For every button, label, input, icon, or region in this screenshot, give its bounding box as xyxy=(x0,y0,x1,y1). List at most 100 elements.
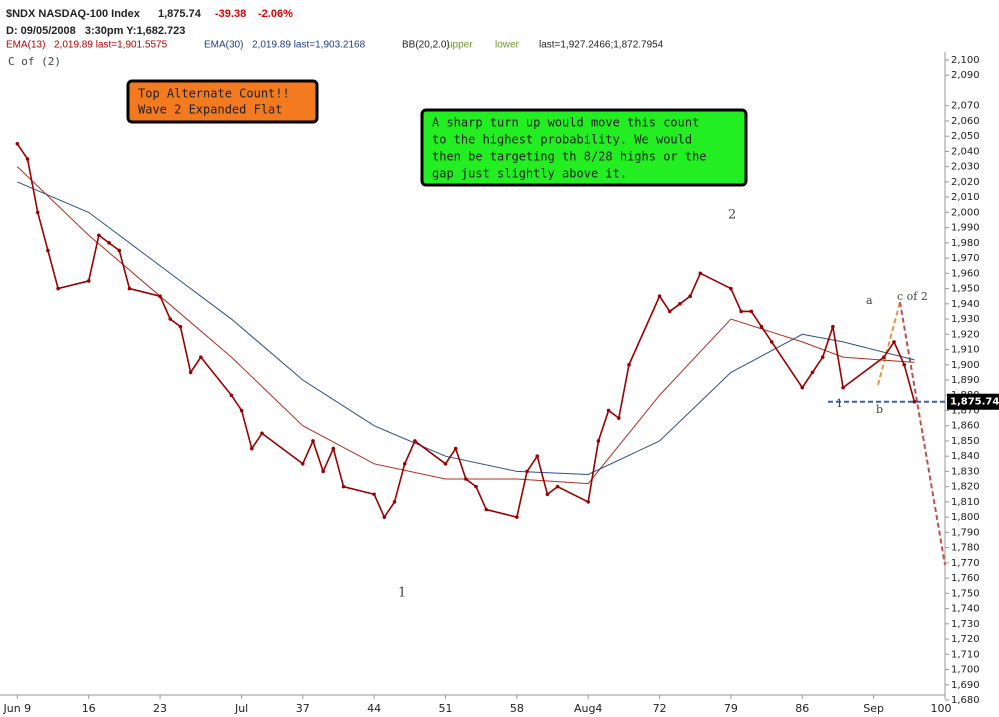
price-point xyxy=(35,210,40,215)
x-tick-label: 86 xyxy=(795,702,809,715)
price-point xyxy=(413,439,417,443)
y-tick-label: 1,780 xyxy=(951,543,980,554)
x-tick-label: 72 xyxy=(653,702,667,715)
price-point xyxy=(239,408,244,413)
price-point xyxy=(627,362,631,367)
indicator-legend: EMA(13) 2,019.89 last=1,901.5575 EMA(30) 2,… xyxy=(6,40,664,51)
note-line: gap just slightly above it. xyxy=(432,167,627,181)
y-tick-label: 1,950 xyxy=(951,284,980,295)
y-tick-label: 1,980 xyxy=(951,238,980,249)
price-point xyxy=(820,355,825,359)
subtitle: D: 09/05/2008 3:30pm Y:1,682.723 xyxy=(6,25,185,37)
price-point xyxy=(474,484,478,489)
y-tick-label: 1,760 xyxy=(951,573,980,584)
price-point xyxy=(229,393,234,398)
last-price-label: 1,875.74 xyxy=(950,397,999,408)
indicator-label: 2,019.89 last=1,903.2168 xyxy=(252,40,366,51)
note-line: Wave 2 Expanded Flat xyxy=(138,103,283,117)
ema-line xyxy=(17,181,915,475)
x-tick-label: Aug4 xyxy=(574,702,602,715)
y-tick-label: 1,920 xyxy=(951,329,980,340)
y-tick-label: 1,930 xyxy=(951,314,980,325)
price-point xyxy=(158,294,162,298)
price-point xyxy=(912,399,917,404)
y-tick-label: 2,000 xyxy=(951,207,980,218)
y-tick-label: 1,730 xyxy=(951,619,980,630)
price-point xyxy=(443,462,448,466)
corner-label: C of (2) xyxy=(8,55,61,68)
y-tick-label: 1,830 xyxy=(951,466,980,477)
price-point xyxy=(260,431,264,436)
x-tick-label: 100 xyxy=(931,702,952,715)
y-tick-label: 1,850 xyxy=(951,436,980,447)
y-tick-label: 1,810 xyxy=(951,497,980,508)
y-tick-label: 1,790 xyxy=(951,527,980,538)
note-box xyxy=(420,108,748,187)
indicator-label: EMA(30) xyxy=(204,40,243,51)
price-point xyxy=(15,142,20,146)
y-tick-label: 2,060 xyxy=(951,116,980,127)
price-point xyxy=(515,515,519,519)
price-point xyxy=(127,286,132,291)
price-point xyxy=(698,271,703,276)
x-tick-label: 51 xyxy=(438,702,452,715)
y-tick-label: 1,800 xyxy=(951,512,980,523)
note-line: Top Alternate Count!! xyxy=(138,87,290,101)
price-point xyxy=(769,340,774,344)
price-point xyxy=(535,454,540,458)
y-tick-label: 1,960 xyxy=(951,268,980,279)
last-price: 1,875.74 xyxy=(158,8,202,20)
projection-down xyxy=(899,301,946,566)
price-point xyxy=(892,340,896,344)
change-pct: -2.06% xyxy=(258,8,293,20)
y-tick-label: 2,030 xyxy=(951,162,980,173)
x-tick-label: Sep xyxy=(863,702,884,715)
price-point xyxy=(667,309,672,314)
price-point xyxy=(56,286,60,291)
y-tick-label: 1,910 xyxy=(951,345,980,356)
indicator-label: last=1,927.2466;1,872.7954 xyxy=(539,40,664,51)
wave-label: a xyxy=(866,294,873,307)
x-tick-label: 58 xyxy=(510,702,524,715)
last-price-box xyxy=(947,393,999,410)
x-tick-label: Jul xyxy=(234,702,248,715)
y-tick-label: 1,750 xyxy=(951,588,980,599)
price-point xyxy=(882,355,886,359)
indicator-label: BB(20,2.0) xyxy=(402,40,450,51)
price-point xyxy=(311,439,315,443)
price-point xyxy=(372,492,376,497)
y-tick-label: 1,890 xyxy=(951,375,980,386)
price-point xyxy=(25,157,30,161)
price-point xyxy=(464,477,468,481)
price-point xyxy=(117,248,122,253)
price-point xyxy=(749,309,754,314)
projection-up xyxy=(877,301,901,386)
chart-title: $NDX NASDAQ-100 Index xyxy=(6,8,141,20)
price-point xyxy=(800,385,805,390)
price-point xyxy=(86,279,91,283)
y-tick-label: 1,710 xyxy=(951,649,980,660)
indicator-label: upper xyxy=(447,40,473,51)
price-point xyxy=(606,408,611,413)
price-point xyxy=(331,446,336,451)
x-tick-label: 44 xyxy=(367,702,381,715)
price-point xyxy=(453,446,458,451)
price-point xyxy=(545,492,550,497)
wave-label: c of 2 xyxy=(897,290,928,303)
price-point xyxy=(321,469,325,474)
price-point xyxy=(525,469,529,474)
price-point xyxy=(657,294,662,298)
price-point xyxy=(831,324,835,329)
y-tick-label: 1,740 xyxy=(951,604,980,615)
y-tick-label: 2,100 xyxy=(951,55,980,66)
price-point xyxy=(188,370,193,375)
price-point xyxy=(810,370,815,375)
x-tick-label: 16 xyxy=(82,702,96,715)
price-point xyxy=(168,317,173,321)
price-point xyxy=(199,355,203,359)
y-tick-label: 1,870 xyxy=(951,405,980,416)
price-point xyxy=(382,515,387,519)
change: -39.38 xyxy=(215,8,246,20)
ema-line xyxy=(16,166,915,485)
y-tick-label: 2,020 xyxy=(951,177,980,188)
